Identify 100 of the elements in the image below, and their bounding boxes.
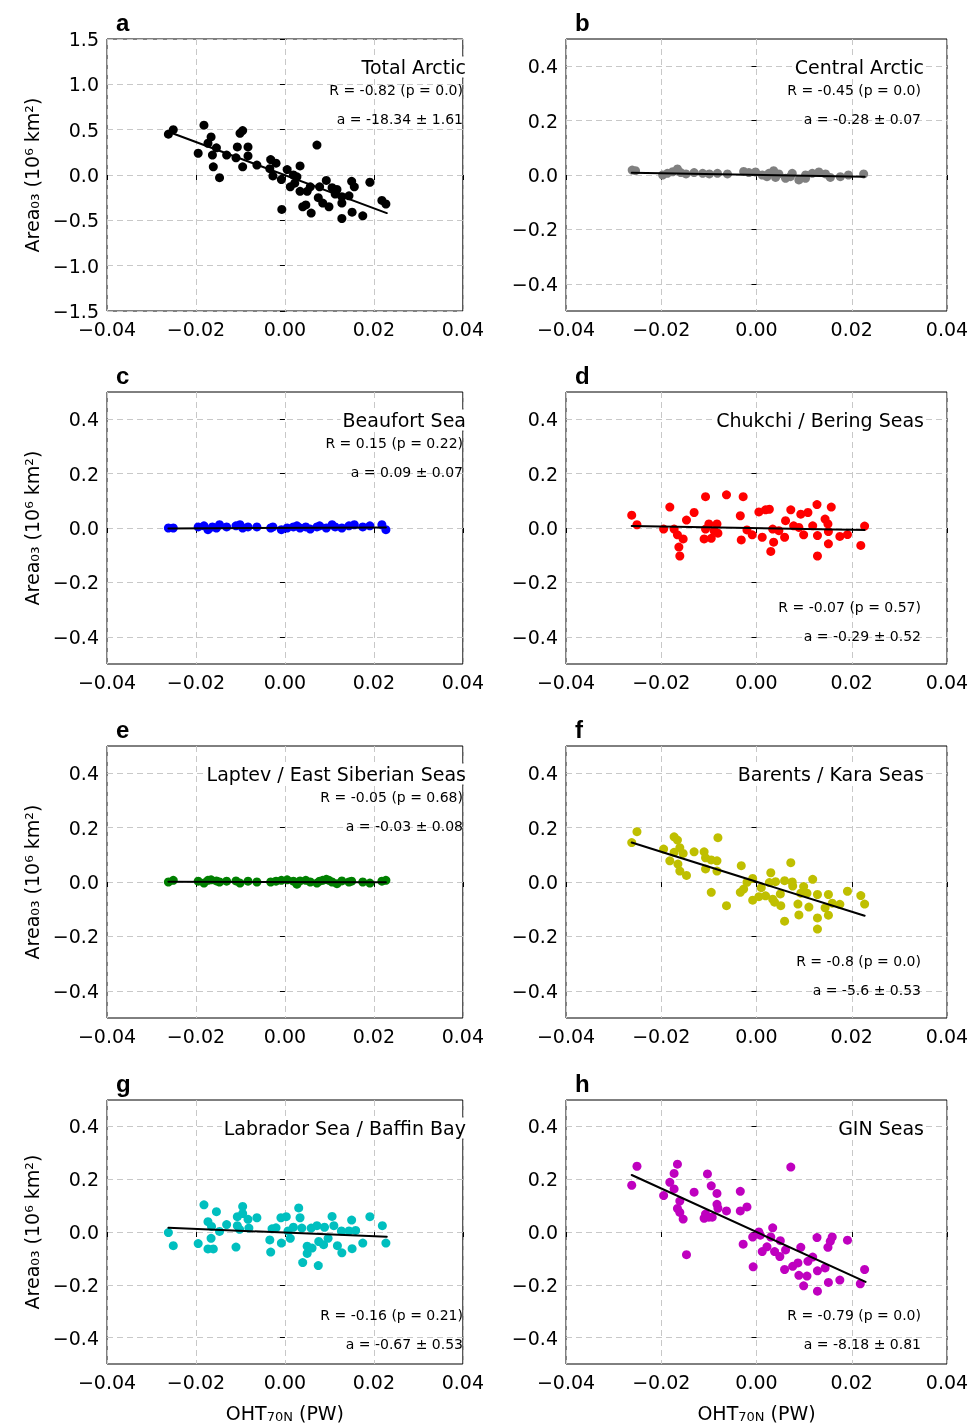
text: Central Arctic [794, 56, 924, 78]
y-tick-label: 0.2 [68, 462, 99, 485]
x-tick-label: −0.04 [536, 1370, 596, 1393]
y-tick-label: −0.2 [511, 925, 558, 948]
x-tick-label: −0.04 [77, 1370, 137, 1393]
x-tick-label: 0.04 [925, 670, 969, 693]
text: GIN Seas [838, 1117, 924, 1139]
x-tick-label: 0.04 [441, 1370, 484, 1393]
y-tick-label: 0.5 [68, 118, 99, 141]
y-tick-label: 0.4 [68, 1115, 99, 1138]
x-tick-label: 0.02 [352, 670, 396, 693]
y-tick-label: 0.0 [68, 1221, 99, 1243]
y-tick-label: 0.2 [68, 816, 99, 839]
y-tick-label: 0.0 [527, 164, 558, 186]
x-tick-label: 0.02 [352, 1024, 396, 1047]
y-tick-label: 0.4 [527, 408, 558, 431]
x-tick-label: −0.02 [166, 670, 226, 693]
chart-title: c [116, 361, 130, 389]
y-tick-label: 0.2 [527, 816, 558, 839]
x-tick-label: −0.04 [536, 1024, 596, 1047]
x-tick-label: 0.04 [925, 317, 969, 340]
x-tick-label: 0.04 [441, 670, 484, 693]
x-tick-label: 0.00 [735, 317, 778, 340]
y-tick-label: 0.0 [527, 1221, 558, 1243]
x-tick-label: −0.04 [77, 670, 137, 693]
y-tick-label: 1.5 [68, 28, 99, 50]
y-tick-label: 0.0 [527, 517, 558, 539]
chart-title: e [116, 715, 130, 743]
annotation: R = -0.05 (p = 0.68) [320, 789, 463, 805]
x-tick-label: 0.00 [263, 317, 307, 340]
y-tick-label: 1.0 [68, 73, 99, 96]
y-tick-label: −0.4 [511, 979, 558, 1002]
chart-title: h [575, 1069, 590, 1097]
x-tick-label: 0.04 [925, 1370, 969, 1393]
x-tick-label: −0.02 [632, 670, 691, 693]
x-tick-label: −0.02 [166, 1370, 226, 1393]
y-tick-label: 0.0 [527, 871, 558, 893]
y-tick-label: 0.0 [68, 871, 99, 893]
y-tick-label: −0.2 [511, 571, 558, 594]
y-tick-label: 0.4 [527, 762, 558, 785]
annotation: R = -0.45 (p = 0.0) [787, 82, 921, 98]
y-tick-label: −0.4 [511, 1326, 558, 1349]
annotation: R = -0.79 (p = 0.0) [787, 1307, 921, 1323]
y-tick-label: −0.2 [52, 1273, 99, 1296]
annotation: a = -0.28 ± 0.07 [803, 111, 921, 127]
text: Laptev / East Siberian Seas [206, 763, 466, 785]
x-tick-label: 0.00 [263, 670, 307, 693]
y-tick-label: 0.2 [68, 1168, 99, 1191]
x-tick-label: −0.02 [632, 1370, 691, 1393]
y-tick-label: 0.4 [68, 408, 99, 431]
chart-title: g [116, 1069, 131, 1097]
x-tick-label: 0.02 [830, 670, 873, 693]
y-tick-label: 0.2 [527, 462, 558, 485]
x-tick-label: −0.02 [166, 1024, 226, 1047]
y-tick-label: −1.0 [52, 254, 99, 277]
y-axis-title: Area₀₃ (10⁶ km²) [21, 450, 44, 606]
y-tick-label: −0.2 [511, 1273, 558, 1296]
y-tick-label: 0.2 [527, 1168, 558, 1191]
x-tick-label: −0.04 [77, 1024, 137, 1047]
x-tick-label: 0.00 [263, 1024, 307, 1047]
y-tick-label: −0.5 [52, 209, 99, 232]
annotation: a = -0.29 ± 0.52 [803, 628, 921, 644]
annotation: R = -0.82 (p = 0.0) [329, 82, 463, 98]
annotation: a = -18.34 ± 1.61 [336, 111, 463, 127]
x-tick-label: 0.00 [263, 1370, 307, 1393]
text: Chukchi / Bering Seas [716, 409, 924, 431]
annotation: a = -0.03 ± 0.08 [345, 818, 463, 834]
y-tick-label: 0.4 [527, 55, 558, 78]
chart-title: d [575, 361, 590, 389]
x-tick-label: 0.02 [830, 1370, 873, 1393]
text: Barents / Kara Seas [737, 763, 924, 785]
x-tick-label: −0.04 [536, 670, 596, 693]
annotation: R = 0.15 (p = 0.22) [325, 435, 463, 451]
annotation: a = -8.18 ± 0.81 [803, 1336, 921, 1352]
y-tick-label: 0.0 [68, 517, 99, 539]
x-tick-label: 0.04 [441, 317, 484, 340]
annotation: a = 0.09 ± 0.07 [350, 464, 463, 480]
x-tick-label: 0.02 [830, 1024, 873, 1047]
x-tick-label: −0.02 [632, 1024, 691, 1047]
x-tick-label: 0.02 [830, 317, 873, 340]
x-tick-label: 0.00 [735, 1370, 778, 1393]
x-tick-label: −0.02 [632, 317, 691, 340]
y-tick-label: 0.2 [527, 109, 558, 132]
text: Total Arctic [360, 56, 466, 78]
x-axis-title: OHT70N (PW) [225, 1401, 345, 1424]
y-tick-label: −0.4 [52, 625, 99, 648]
annotation: R = -0.16 (p = 0.21) [320, 1307, 463, 1323]
y-tick-label: 0.4 [68, 762, 99, 785]
y-tick-label: −0.4 [52, 1326, 99, 1349]
y-axis-title: Area₀₃ (10⁶ km²) [21, 804, 44, 960]
annotation: a = -5.6 ± 0.53 [812, 982, 921, 998]
x-tick-label: 0.00 [735, 670, 778, 693]
x-axis-title: OHT70N (PW) [697, 1401, 816, 1424]
y-tick-label: −0.4 [52, 979, 99, 1002]
chart-title: b [575, 8, 590, 36]
y-tick-label: 0.4 [527, 1115, 558, 1138]
y-tick-label: −0.2 [511, 218, 558, 241]
chart-title: f [575, 715, 584, 743]
y-axis-title: Area₀₃ (10⁶ km²) [21, 97, 44, 253]
y-tick-label: −0.2 [52, 571, 99, 594]
